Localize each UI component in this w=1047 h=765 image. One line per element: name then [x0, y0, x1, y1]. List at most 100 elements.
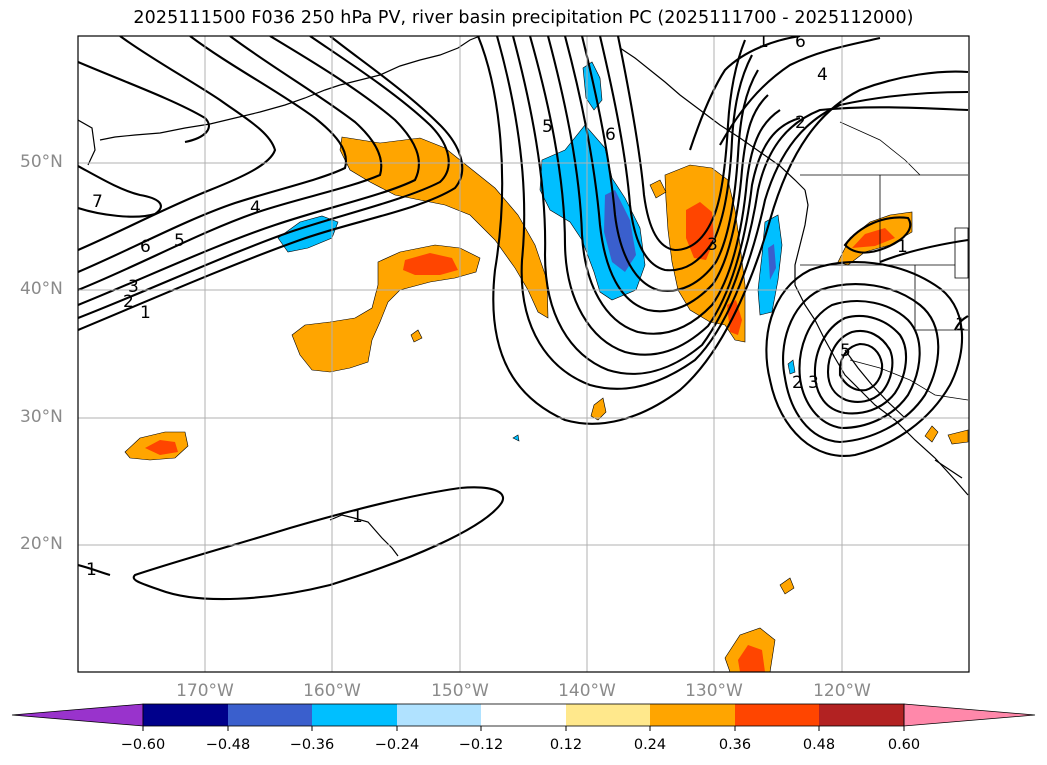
pv-contour-6-trough [563, 36, 769, 313]
precip-area-south-core [738, 645, 765, 672]
pv-contour-sw-corner [78, 563, 111, 577]
contour-labels: 7 6 5 4 3 2 1 5 6 3 6 4 2 1 1 2 3 5 1 1 … [86, 32, 966, 580]
precip-area-small-1 [649, 179, 667, 199]
contour-label: 6 [795, 32, 806, 52]
colorbar-tick-label: −0.36 [289, 737, 335, 753]
lon-label: 130°W [685, 681, 743, 701]
pv-contour-rockies-2 [879, 238, 969, 263]
contour-label: 5 [174, 231, 185, 251]
contour-label: 3 [808, 373, 819, 393]
pv-contour-9-trough [616, 36, 746, 252]
contour-label: 2 [123, 292, 134, 312]
pv-contour-4-low [813, 314, 908, 415]
colorbar-segment [566, 704, 650, 726]
pv-contour-2-trough [495, 36, 969, 390]
contour-label: 1 [352, 507, 363, 527]
lon-label: 170°W [176, 681, 234, 701]
pv-contour-subtropics [132, 486, 505, 601]
pv-contour-rockies [843, 216, 912, 254]
pv-contour-2-low [782, 283, 940, 444]
contour-label: 6 [140, 237, 151, 257]
lat-label: 30°N [20, 407, 63, 427]
precip-area-rockies-core [852, 228, 895, 248]
border-us-mexico [849, 359, 969, 401]
colorbar-segment [143, 704, 228, 726]
colorbar-segment [228, 704, 312, 726]
colorbar-segment [735, 704, 819, 726]
lon-label: 140°W [558, 681, 616, 701]
pv-contour-6-low [838, 342, 884, 392]
pv-contour-6-west [78, 36, 277, 251]
coast-gulf-mexico [934, 459, 963, 479]
precip-area-neg-tiny-2 [512, 434, 520, 442]
contour-label: 2 [792, 373, 803, 393]
lon-label: 150°W [431, 681, 489, 701]
pv-contour-2-west [78, 36, 450, 319]
precip-area-neg-north [582, 61, 603, 111]
colorbar-tick-label: 0.36 [718, 737, 752, 753]
pv-contour-1-west [78, 36, 464, 331]
precip-area-neg-tiny [787, 359, 796, 375]
contour-label: 1 [897, 237, 908, 257]
colorbar-segment [312, 704, 397, 726]
coast-alaska-mainland [339, 36, 481, 86]
colorbar-segment [481, 704, 566, 726]
pv-contour-8-trough [598, 36, 753, 272]
precip-area-small-3 [779, 577, 795, 595]
colorbar-segment [397, 704, 481, 726]
contour-label: 5 [542, 117, 553, 137]
lat-label: 50°N [20, 152, 63, 172]
colorbar-segment [11, 703, 144, 727]
graticule [78, 36, 969, 672]
colorbar [11, 703, 1036, 731]
lat-label: 40°N [20, 279, 63, 299]
lon-label: 160°W [303, 681, 361, 701]
contour-label: 4 [817, 65, 828, 85]
colorbar-tick-label: 0.24 [633, 737, 667, 753]
map-title: 2025111500 F036 250 hPa PV, river basin … [133, 8, 914, 28]
precip-area-gulf-band [339, 136, 549, 319]
colorbar-frame [142, 703, 905, 727]
precip-area-small-5 [947, 429, 969, 445]
pv-contour-3-west [78, 36, 420, 306]
precip-area-west-core [145, 440, 178, 455]
pv-contour-11-trough [719, 36, 881, 146]
coast-alaska-panhandle [619, 47, 806, 191]
contour-label: 1 [758, 32, 769, 52]
colorbar-tick-label: 0.48 [802, 737, 836, 753]
pv-contours [78, 36, 969, 601]
pv-contour-3-trough [511, 36, 969, 375]
pv-contour-7-west-top [78, 61, 210, 144]
coast-hawaii [329, 514, 399, 557]
colorbar-tick-label: 0.12 [549, 737, 583, 753]
coast-aleutians [99, 84, 341, 141]
precip-area-small-2 [590, 397, 607, 421]
coast-north-america [794, 189, 969, 496]
precip-area-small-6 [410, 329, 423, 343]
contour-label: 4 [250, 198, 261, 218]
precip-area-neg-coast-core [768, 244, 776, 280]
pv-contour-1-trough [477, 36, 969, 425]
pv-contour-east-edge [954, 315, 969, 331]
pv-contour-5-west [78, 36, 347, 273]
pv-contour-5-low [826, 330, 894, 403]
pv-contour-5-trough [546, 36, 781, 335]
coast-west-edge [78, 119, 96, 166]
pv-contour-3-low [798, 300, 921, 430]
map-frame [77, 35, 970, 673]
precip-area-mid-pacific [291, 244, 481, 373]
contour-label: 2 [795, 113, 806, 133]
contour-label: 3 [707, 235, 718, 255]
pv-contour-10-trough [689, 36, 801, 151]
precip-area-mid-pacific-core [403, 253, 458, 275]
precip-area-small-4 [924, 425, 939, 443]
colorbar-segment [650, 704, 735, 726]
colorbar-tick-label: −0.24 [374, 737, 420, 753]
colorbar-segment [819, 704, 904, 726]
contour-label: 1 [955, 315, 966, 335]
colorbar-segment [903, 703, 1036, 727]
pv-contour-4-west [78, 36, 383, 291]
border-state-3 [954, 227, 969, 279]
colorbar-tick-label: −0.48 [205, 737, 251, 753]
